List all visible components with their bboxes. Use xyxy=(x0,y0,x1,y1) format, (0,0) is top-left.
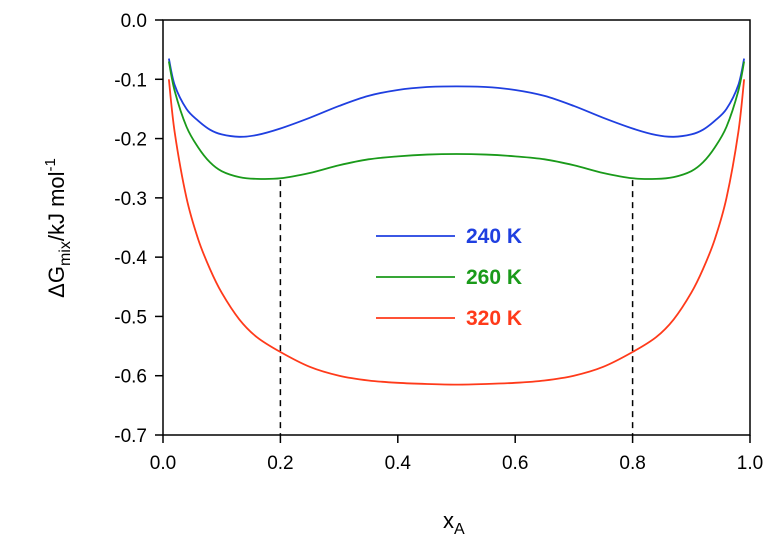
x-tick-label: 0.6 xyxy=(502,453,528,474)
series-line-320k xyxy=(167,79,746,386)
series-line-260k xyxy=(167,61,746,180)
x-axis: 0.0 0.2 0.4 0.6 0.8 1.0 xyxy=(150,435,763,474)
y-tick-label: -0.4 xyxy=(114,248,147,269)
x-axis-title-sub: A xyxy=(454,521,465,538)
y-axis-title-main: ΔG xyxy=(44,266,69,298)
x-axis-title-main: x xyxy=(443,508,454,533)
y-axis-title-unit: /kJ mol xyxy=(44,171,69,241)
plot-area xyxy=(162,19,751,436)
series-lines xyxy=(167,58,746,386)
y-axis-title-sub: mix xyxy=(57,241,74,266)
x-tick-label: 0.4 xyxy=(385,453,412,474)
x-tick-label: 1.0 xyxy=(737,453,763,474)
x-tick-label: 0.8 xyxy=(619,453,645,474)
reference-lines xyxy=(279,180,634,435)
legend-label-260k: 260 K xyxy=(466,266,522,289)
y-axis-title: ΔGmix/kJ mol-1 xyxy=(42,158,74,298)
y-tick-label: 0.0 xyxy=(121,11,147,32)
legend-label-240k: 240 K xyxy=(466,225,522,248)
y-tick-label: -0.3 xyxy=(114,189,147,210)
y-tick-label: -0.6 xyxy=(114,367,147,388)
y-tick-label: -0.1 xyxy=(114,70,147,91)
y-tick-label: -0.5 xyxy=(114,307,147,328)
legend: 240 K 260 K 320 K xyxy=(376,225,522,330)
series-line-240k xyxy=(167,58,746,138)
y-tick-label: -0.7 xyxy=(114,426,147,447)
y-axis-title-sup: -1 xyxy=(42,158,59,171)
x-tick-label: 0.0 xyxy=(150,453,176,474)
legend-label-320k: 320 K xyxy=(466,307,522,330)
plot-frame xyxy=(162,19,751,436)
y-tick-label: -0.2 xyxy=(114,130,147,151)
y-axis: 0.0 -0.1 -0.2 -0.3 -0.4 -0.5 -0.6 -0.7 xyxy=(114,11,163,447)
x-axis-title: xA xyxy=(443,508,465,538)
x-tick-label: 0.2 xyxy=(267,453,293,474)
